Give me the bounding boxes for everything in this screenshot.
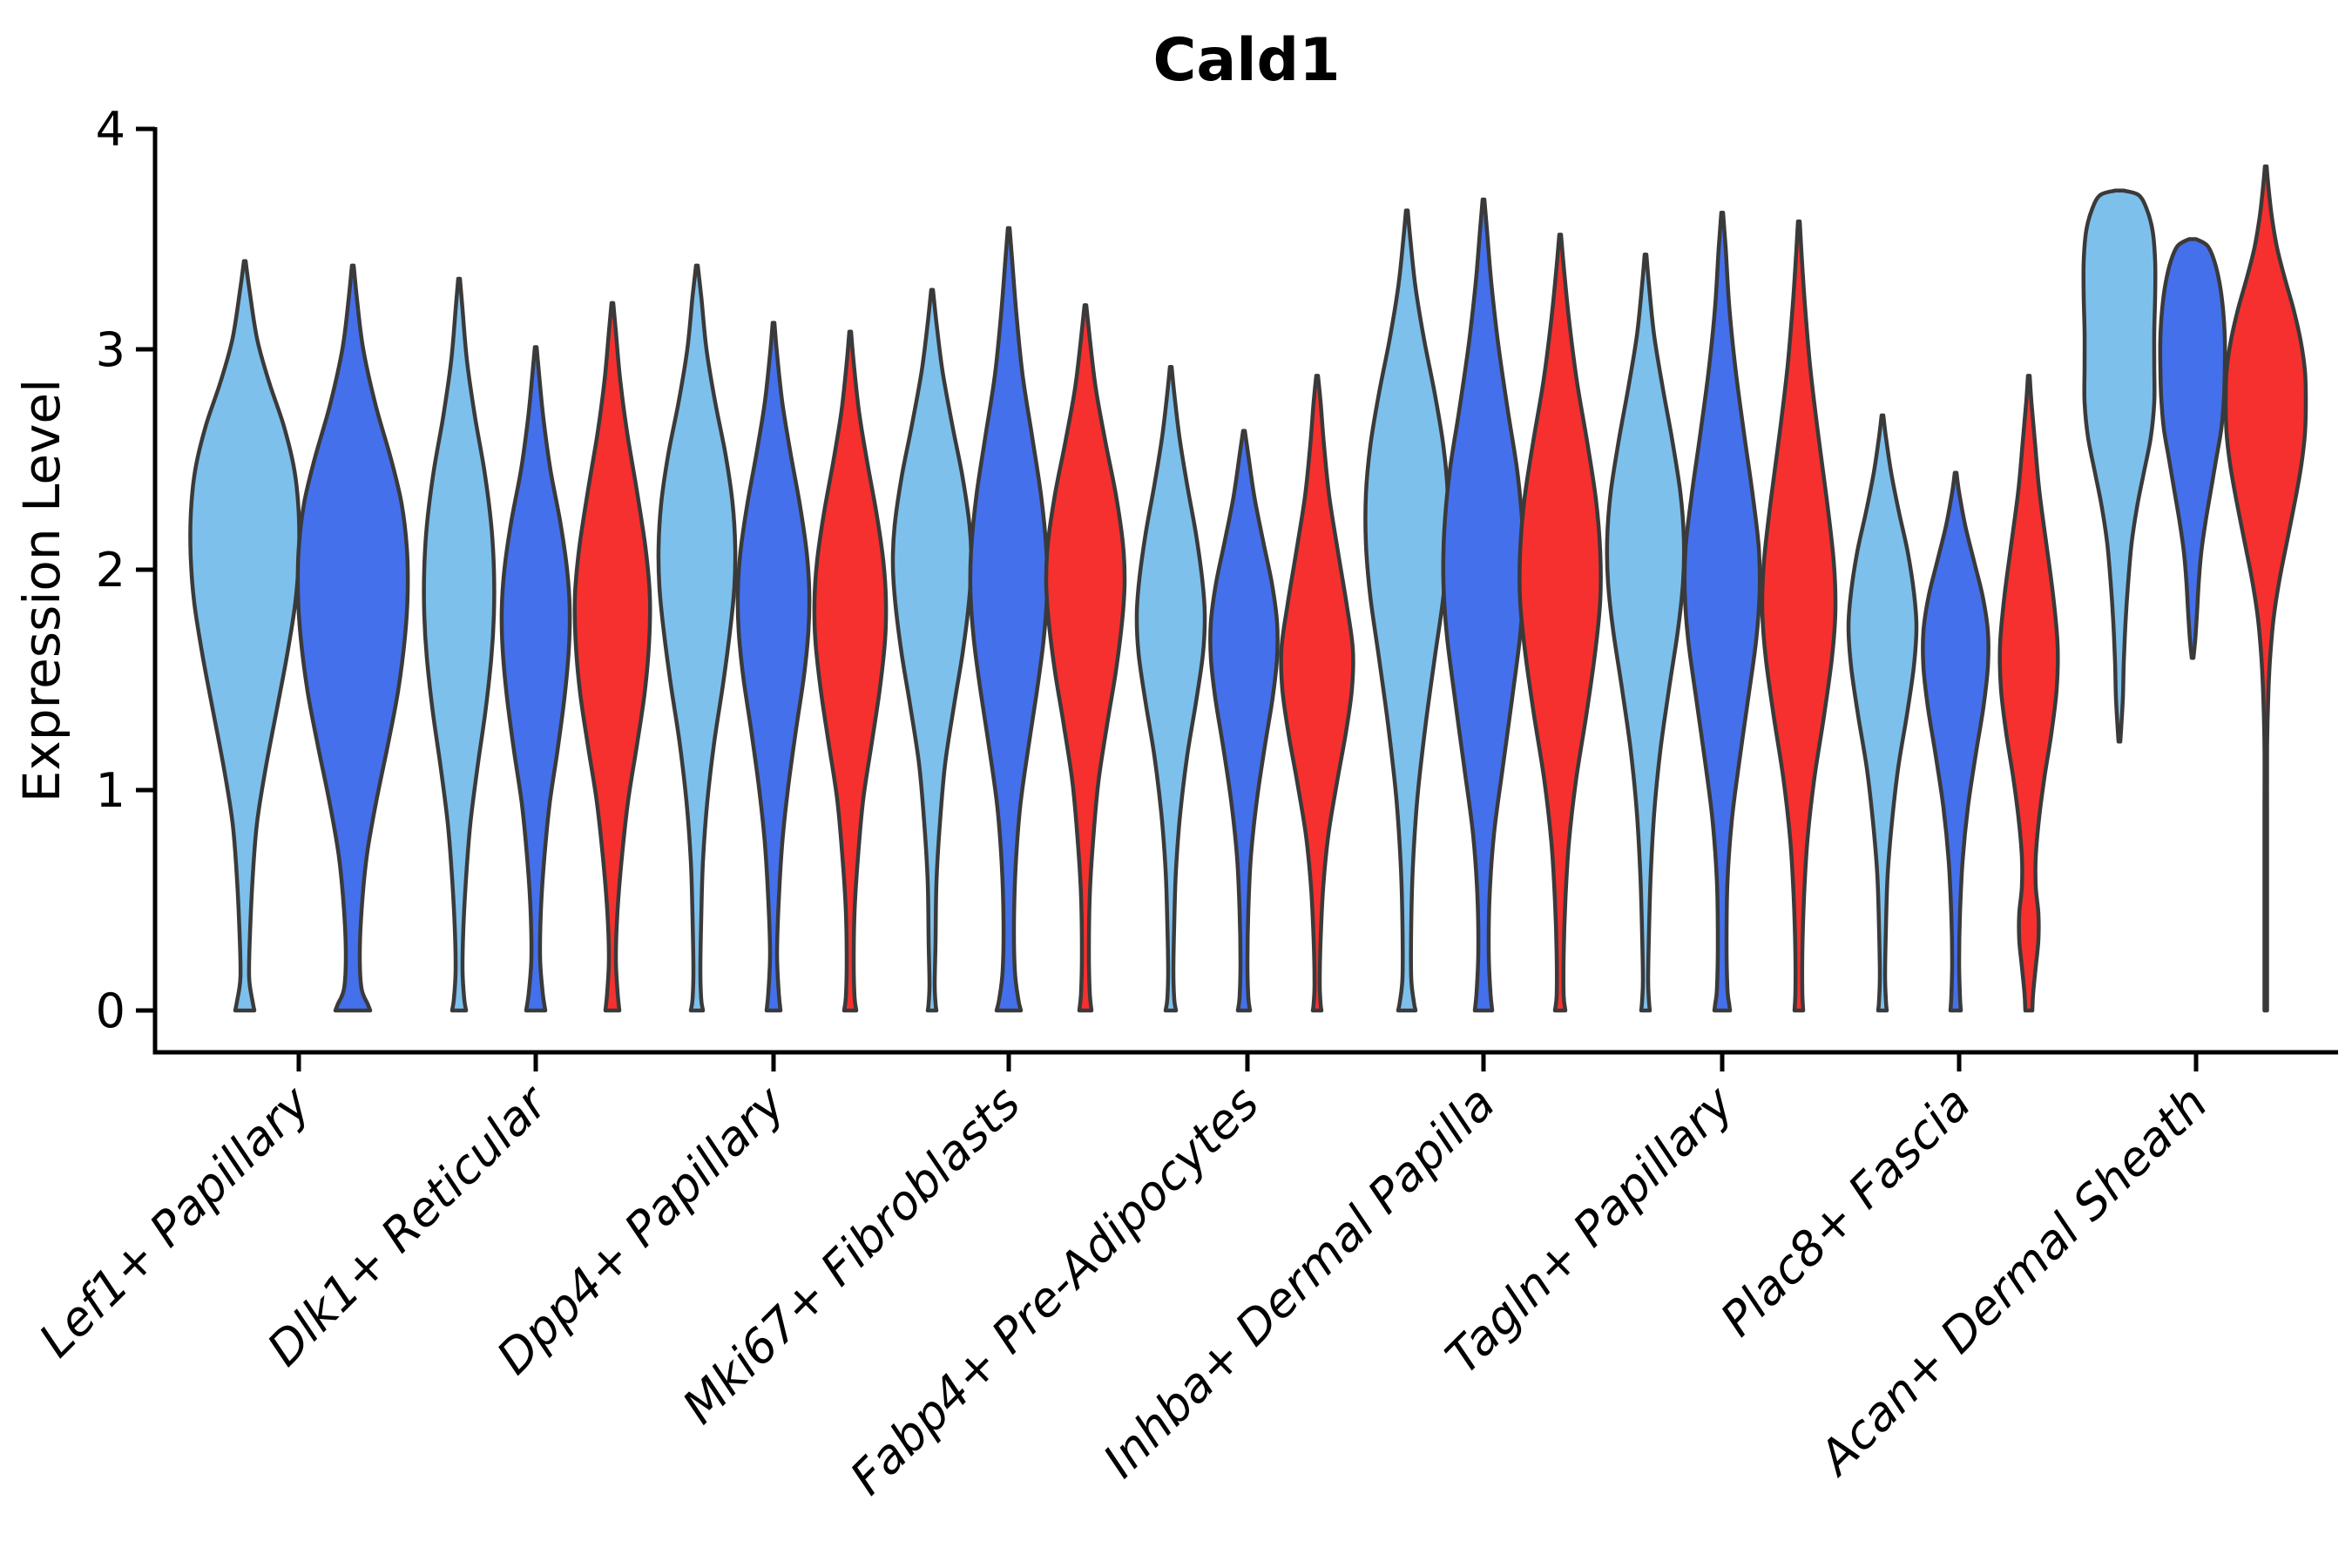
violin-dlk1+-split1: [422, 276, 497, 1013]
violin-mki67+-split3: [1044, 303, 1127, 1013]
violin-tagln+-split1: [1605, 252, 1686, 1013]
violin-inhba+-split1: [1363, 208, 1450, 1013]
violin-acan+-split1: [2081, 188, 2158, 744]
violin-mki67+-split1: [890, 287, 974, 1013]
y-tick-label: 0: [96, 983, 125, 1038]
y-tick-label: 4: [96, 102, 125, 157]
violin-acan+-split3: [2223, 164, 2308, 1013]
violin-lef1+-split2: [295, 263, 410, 1013]
violin-acan+-split2: [2158, 237, 2227, 660]
plot-title: Cald1: [1152, 26, 1340, 95]
violin-fabp4+-split3: [1279, 374, 1355, 1013]
violin-tagln+-split3: [1760, 220, 1838, 1013]
axes-layer: [136, 126, 2338, 1071]
violin-dlk1+-split3: [572, 301, 652, 1013]
x-tick-label: Inhba+ Dermal Papilla: [1092, 1076, 1505, 1489]
violin-dpp4+-split1: [656, 263, 738, 1013]
violin-dpp4+-split3: [812, 329, 889, 1013]
violin-dlk1+-split2: [499, 345, 572, 1013]
violin-mki67+-split2: [968, 226, 1050, 1013]
violin-fabp4+-split1: [1134, 364, 1207, 1013]
violin-lef1+-split1: [188, 259, 301, 1013]
violin-plac8+-split3: [1997, 374, 2060, 1013]
y-tick-label: 2: [96, 543, 125, 598]
violin-plac8+-split1: [1846, 413, 1919, 1013]
violins-layer: [188, 164, 2308, 1013]
violin-inhba+-split3: [1517, 233, 1603, 1013]
y-tick-label: 1: [96, 763, 125, 818]
violin-dpp4+-split2: [735, 321, 812, 1013]
violin-tagln+-split2: [1682, 210, 1762, 1013]
x-tick-label: Acan+ Dermal Sheath: [1807, 1076, 2218, 1487]
violin-inhba+-split2: [1441, 197, 1526, 1013]
x-tick-label: Fabp4+ Pre-Adipocytes: [840, 1076, 1269, 1505]
violin-plac8+-split2: [1921, 470, 1990, 1013]
violin-fabp4+-split2: [1208, 429, 1280, 1013]
x-tick-label: Plac8+ Fascia: [1710, 1076, 1981, 1347]
y-tick-label: 3: [96, 322, 125, 377]
y-axis-label: Expression Level: [12, 379, 71, 802]
